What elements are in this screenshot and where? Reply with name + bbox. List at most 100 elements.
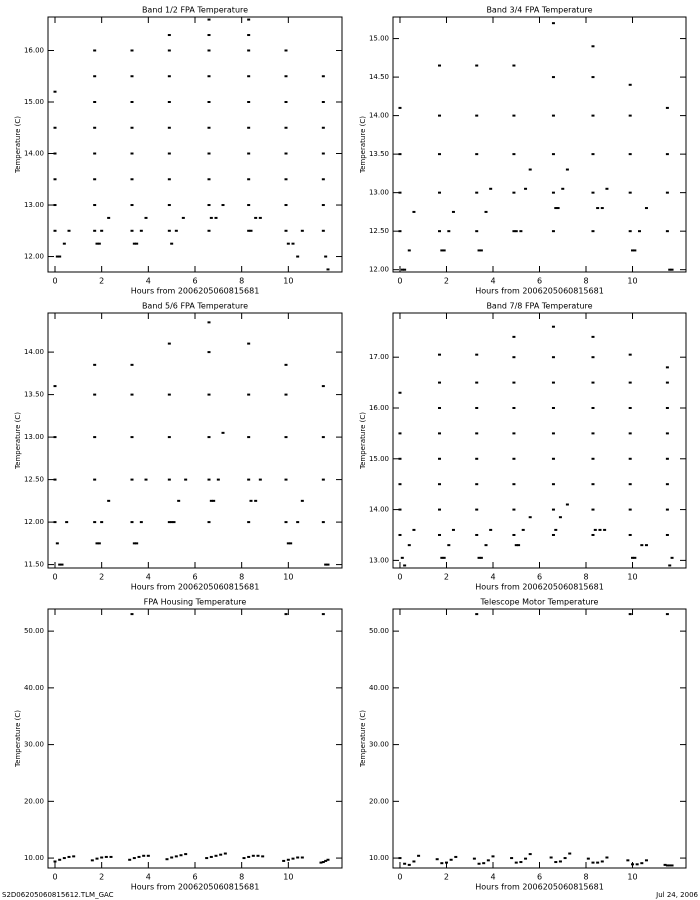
data-point <box>321 178 325 181</box>
data-point <box>477 249 481 252</box>
data-point <box>438 230 442 233</box>
data-point <box>514 861 518 864</box>
data-point <box>97 542 101 545</box>
data-point <box>207 321 211 324</box>
data-point <box>53 229 57 232</box>
data-point <box>207 436 211 439</box>
data-point <box>565 503 569 506</box>
data-point <box>321 152 325 155</box>
data-point <box>551 76 555 79</box>
data-point <box>53 436 57 439</box>
data-point <box>475 457 479 460</box>
data-point <box>438 508 442 511</box>
data-point <box>640 544 644 547</box>
data-point <box>475 613 479 616</box>
data-point <box>93 49 97 52</box>
data-point <box>512 230 516 233</box>
data-point <box>58 563 62 566</box>
data-point <box>219 853 223 856</box>
data-point <box>55 542 59 545</box>
data-point <box>475 230 479 233</box>
data-point <box>403 862 407 865</box>
data-point <box>628 191 632 194</box>
x-tick-label: 8 <box>239 277 244 286</box>
data-point <box>254 216 258 219</box>
data-point <box>551 508 555 511</box>
chart-title: Band 5/6 FPA Temperature <box>142 302 248 311</box>
data-point <box>207 178 211 181</box>
data-point <box>591 335 595 338</box>
data-point <box>93 478 97 481</box>
data-point <box>528 516 532 519</box>
data-point <box>132 542 136 545</box>
data-point <box>212 499 216 502</box>
data-point <box>475 381 479 384</box>
data-point <box>207 101 211 103</box>
x-tick-label: 0 <box>397 873 402 882</box>
data-point <box>284 178 288 181</box>
data-point <box>214 216 218 219</box>
data-point <box>551 483 555 486</box>
x-tick-label: 4 <box>146 873 151 882</box>
data-point <box>398 857 402 860</box>
y-tick-label: 14.50 <box>369 73 389 81</box>
y-tick-label: 11.50 <box>24 561 44 569</box>
data-point <box>665 613 669 616</box>
data-point <box>247 393 251 396</box>
data-point <box>591 533 595 536</box>
data-point <box>167 342 171 345</box>
data-point <box>247 521 251 524</box>
data-point <box>484 210 488 213</box>
data-point <box>665 106 669 109</box>
y-tick-label: 15.00 <box>369 455 389 463</box>
y-tick-label: 12.00 <box>369 266 389 274</box>
x-tick-label: 8 <box>583 277 588 286</box>
data-point <box>107 216 111 219</box>
data-point <box>565 168 569 171</box>
data-point <box>528 168 532 171</box>
data-point <box>221 204 225 207</box>
data-point <box>321 861 325 864</box>
data-point <box>207 351 211 354</box>
data-point <box>644 544 648 547</box>
data-point <box>551 22 555 25</box>
data-point <box>184 853 188 856</box>
data-point <box>100 856 104 859</box>
data-point <box>524 187 528 190</box>
data-point <box>130 126 134 129</box>
data-point <box>207 34 211 37</box>
y-tick-label: 10.00 <box>24 854 44 862</box>
data-point <box>400 556 404 559</box>
data-point <box>668 564 672 567</box>
data-point <box>628 83 632 86</box>
data-point <box>207 393 211 396</box>
data-point <box>247 75 251 78</box>
data-point <box>324 255 328 258</box>
data-point <box>591 381 595 384</box>
data-point <box>139 521 143 524</box>
data-point <box>247 178 251 181</box>
data-point <box>296 255 300 258</box>
data-point <box>491 855 495 858</box>
data-point <box>104 855 108 858</box>
data-point <box>286 242 290 245</box>
data-point <box>398 508 402 511</box>
data-point <box>489 187 493 190</box>
data-point <box>72 855 76 858</box>
data-point <box>221 431 225 434</box>
data-point <box>475 191 479 194</box>
data-point <box>247 18 251 21</box>
y-tick-label: 40.00 <box>24 684 44 692</box>
data-point <box>477 556 481 559</box>
data-point <box>284 229 288 232</box>
data-point <box>247 34 251 37</box>
data-point <box>626 859 630 862</box>
data-point <box>284 363 288 366</box>
data-point <box>247 229 251 232</box>
data-point <box>554 207 558 210</box>
data-point <box>284 521 288 524</box>
data-point <box>326 563 330 566</box>
y-tick-label: 16.00 <box>24 46 44 54</box>
chart-title: Telescope Motor Temperature <box>480 598 599 607</box>
data-point <box>472 857 476 860</box>
